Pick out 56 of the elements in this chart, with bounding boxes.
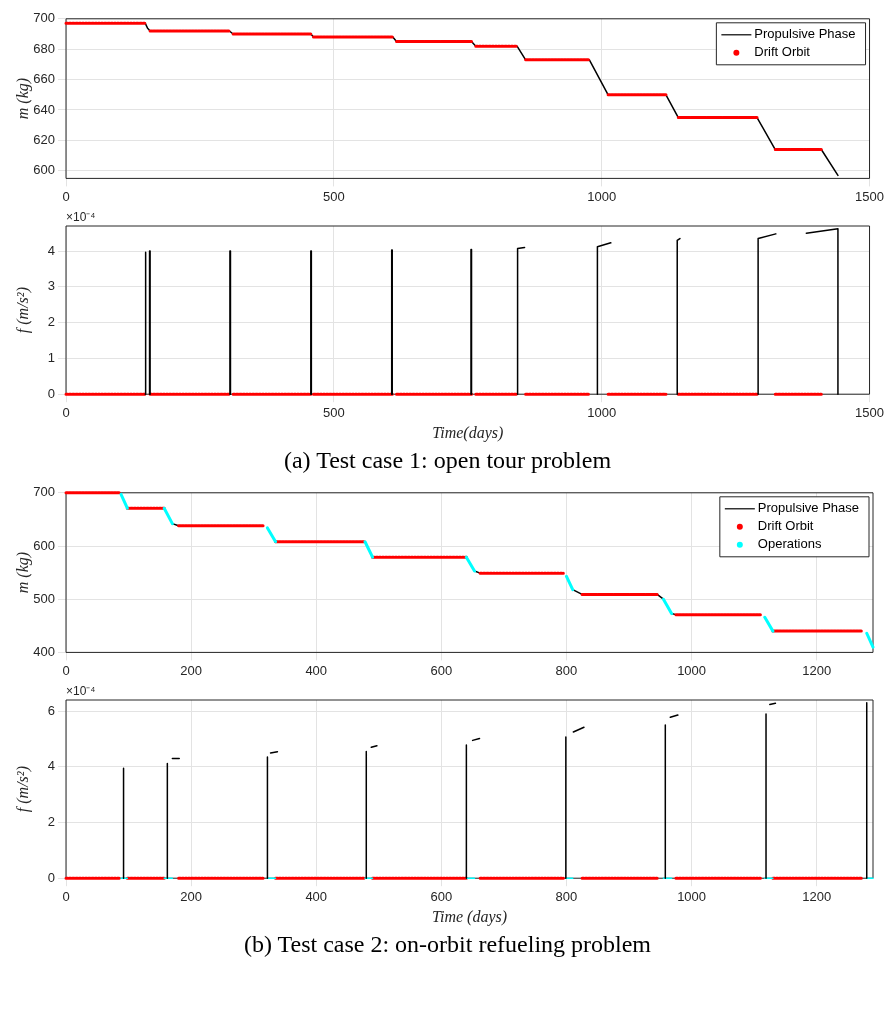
- x-tick-label: 0: [62, 188, 70, 204]
- y-tick-label: 660: [33, 71, 55, 87]
- y-tick-label: 6: [47, 702, 55, 718]
- y-tick-label: 620: [33, 131, 55, 147]
- y-tick-label: 2: [47, 814, 55, 830]
- y-axis-title: m (kg): [13, 77, 32, 120]
- legend-label: Propulsive Phase: [757, 500, 859, 516]
- y-axis-title: m (kg): [13, 551, 32, 594]
- text: ×10⁻⁴: [66, 210, 96, 225]
- x-axis-title: Time(days): [432, 423, 504, 442]
- text: (a) Test case 1: open tour problem: [282, 447, 613, 474]
- x-tick-label: 0: [62, 404, 70, 420]
- y-tick-label: 680: [33, 40, 55, 56]
- x-tick-label: 1500: [855, 188, 884, 204]
- x-tick-label: 600: [430, 662, 453, 678]
- legend-label: Propulsive Phase: [754, 26, 856, 42]
- y-tick-label: 700: [33, 10, 55, 26]
- y-tick-label: 500: [33, 590, 55, 606]
- y-axis-title: f (m/s²): [13, 287, 32, 334]
- x-tick-label: 1000: [677, 888, 707, 904]
- x-tick-label: 400: [305, 662, 328, 678]
- legend-label: Drift Orbit: [754, 44, 811, 60]
- y-tick-label: 1: [47, 349, 55, 365]
- y-tick-label: 400: [33, 643, 55, 659]
- x-tick-label: 800: [555, 888, 578, 904]
- x-tick-label: 500: [323, 404, 345, 420]
- text: ×10⁻⁴: [66, 684, 96, 699]
- y-tick-label: 2: [47, 314, 55, 330]
- y-tick-label: 4: [47, 758, 55, 774]
- x-tick-label: 1500: [855, 404, 884, 420]
- x-tick-label: 1000: [587, 404, 617, 420]
- y-tick-label: 4: [47, 242, 55, 258]
- y-tick-label: 3: [47, 278, 55, 294]
- x-tick-label: 0: [62, 662, 70, 678]
- y-tick-label: 640: [33, 101, 55, 117]
- y-tick-label: 0: [47, 869, 55, 885]
- x-tick-label: 500: [323, 188, 345, 204]
- x-tick-label: 800: [555, 662, 578, 678]
- y-tick-label: 700: [33, 484, 55, 500]
- x-tick-label: 1000: [677, 662, 707, 678]
- y-tick-label: 0: [47, 385, 55, 401]
- legend-label: Operations: [757, 536, 822, 552]
- x-tick-label: 0: [62, 888, 70, 904]
- legend-label: Drift Orbit: [757, 518, 814, 534]
- y-tick-label: 600: [33, 162, 55, 178]
- text: (b) Test case 2: on-orbit refueling problem: [242, 931, 653, 958]
- x-tick-label: 400: [305, 888, 328, 904]
- x-tick-label: 1200: [802, 888, 832, 904]
- y-axis-title: f (m/s²): [13, 766, 32, 813]
- x-axis-title: Time (days): [431, 907, 508, 926]
- x-tick-label: 200: [180, 662, 202, 678]
- x-tick-label: 200: [180, 888, 202, 904]
- x-tick-label: 600: [430, 888, 453, 904]
- y-tick-label: 600: [33, 537, 55, 553]
- x-tick-label: 1000: [587, 188, 617, 204]
- x-tick-label: 1200: [802, 662, 832, 678]
